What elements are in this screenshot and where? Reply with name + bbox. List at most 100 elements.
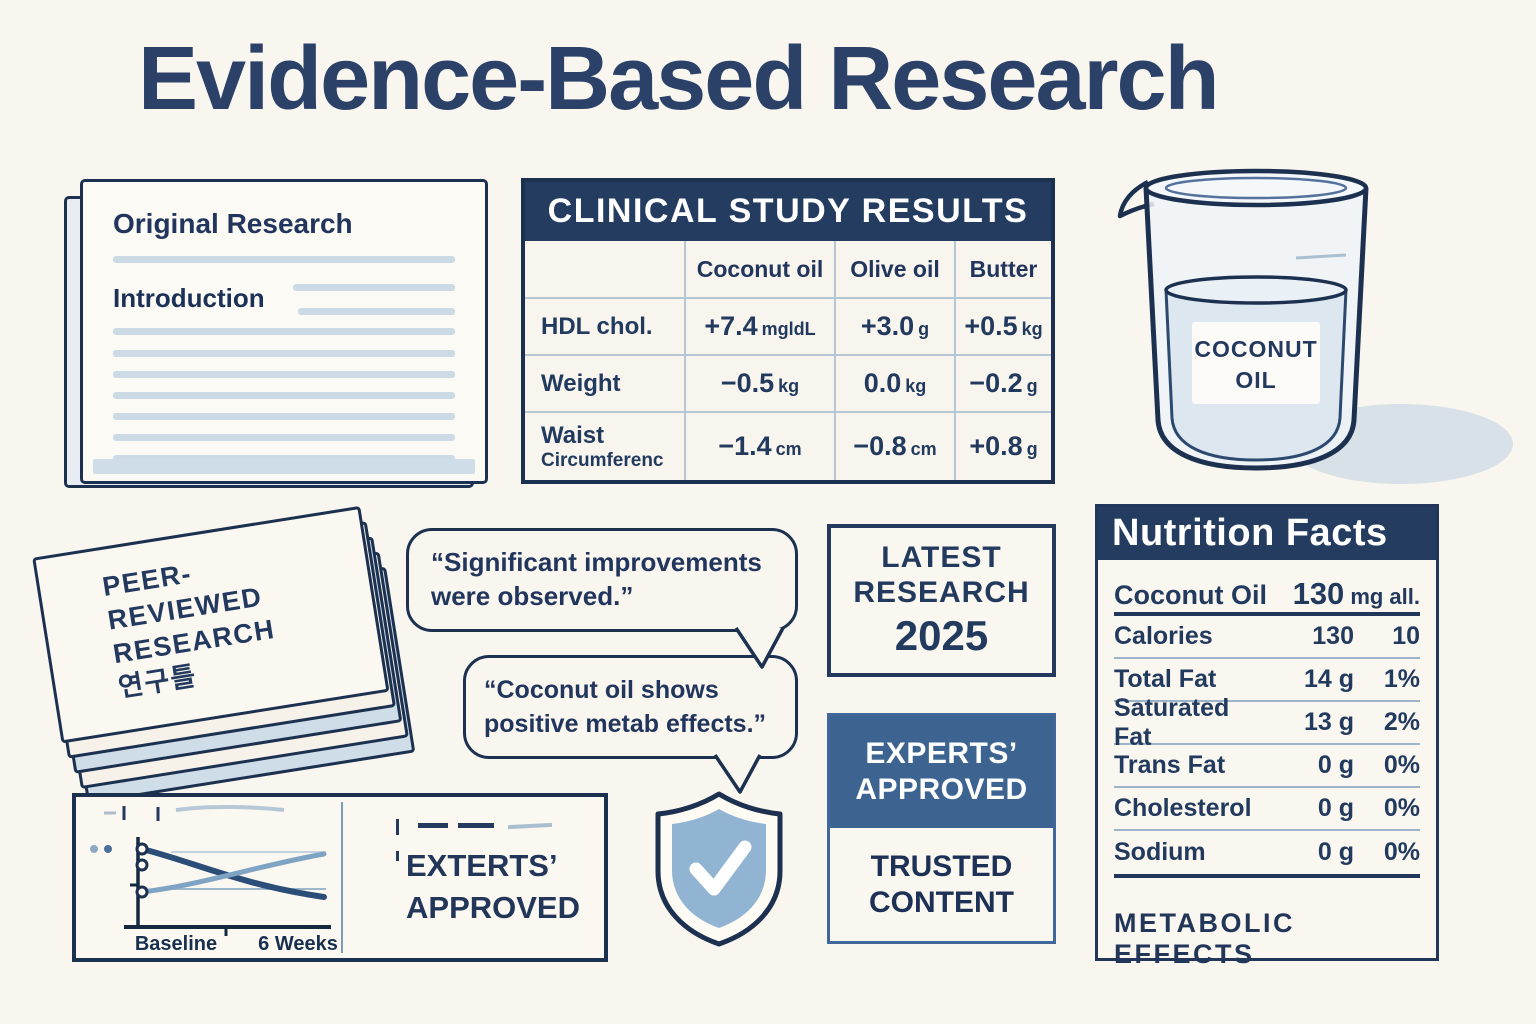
table-cell: +0.5 kg bbox=[954, 297, 1051, 354]
page-title: Evidence-Based Research bbox=[138, 29, 1220, 129]
approval-caption-line2: APPROVED bbox=[406, 889, 580, 925]
approval-caption: EXTERTS’ APPROVED bbox=[406, 845, 580, 929]
nutrition-amount: 130 bbox=[1292, 576, 1345, 611]
nutrition-row: Trans Fat 0 g 0% bbox=[1114, 745, 1420, 788]
column-header-olive-oil: Olive oil bbox=[834, 241, 954, 297]
shield-check-icon bbox=[655, 791, 783, 947]
nutrition-row-value: 13 g bbox=[1303, 708, 1354, 736]
smudge-mark bbox=[396, 851, 399, 861]
nutrition-row-pct: 2% bbox=[1383, 708, 1420, 736]
trusted-content-band: TRUSTED CONTENT bbox=[830, 828, 1053, 941]
scatter-dot bbox=[90, 845, 98, 853]
nutrition-row-value: 0 g bbox=[1317, 794, 1354, 822]
nutrition-amount-unit: mg all. bbox=[1350, 584, 1420, 609]
cell-unit: g bbox=[918, 319, 930, 339]
table-cell: +7.4 mgldL bbox=[684, 297, 834, 354]
approval-panel: Baseline 6 Weeks EXTERTS’ APPROVED bbox=[72, 793, 608, 962]
bubble-tail-icon bbox=[713, 754, 762, 794]
smudge-mark bbox=[507, 822, 553, 830]
shield-inner bbox=[672, 809, 766, 928]
quote-bubble-1: “Significant improvements were observed.… bbox=[406, 528, 798, 632]
row-label-text: Weight bbox=[541, 369, 621, 397]
table-cell: −0.5 kg bbox=[684, 354, 834, 411]
text-line-placeholder bbox=[113, 256, 455, 263]
text-line-placeholder bbox=[113, 392, 455, 399]
row-label-hdl: HDL chol. bbox=[525, 297, 684, 354]
text-line-placeholder bbox=[113, 350, 455, 357]
panel-divider bbox=[341, 802, 343, 953]
cell-unit: kg bbox=[778, 376, 800, 396]
beaker-label-line1: COCONUT bbox=[1194, 336, 1317, 362]
text-line-placeholder bbox=[113, 371, 455, 378]
clinical-table-title: CLINICAL STUDY RESULTS bbox=[525, 182, 1051, 241]
nutrition-row-value: 0 g bbox=[1317, 838, 1354, 866]
column-header-butter: Butter bbox=[954, 241, 1051, 297]
experts-approved-badge: EXPERTS’ APPROVED TRUSTED CONTENT bbox=[827, 713, 1056, 944]
series-start-dot bbox=[135, 858, 149, 872]
nutrition-row-pct: 1% bbox=[1383, 665, 1420, 693]
nutrition-row: Total Fat 14 g 1% bbox=[1114, 659, 1420, 702]
nutrition-row-label: Trans Fat bbox=[1114, 751, 1226, 779]
column-header-coconut-oil: Coconut oil bbox=[684, 241, 834, 297]
cell-value: +3.0 bbox=[860, 311, 915, 341]
quote-bubble-2: “Coconut oil shows positive metab effect… bbox=[463, 655, 798, 759]
latest-research-badge: LATEST RESEARCH 2025 bbox=[827, 524, 1056, 677]
nutrition-subject-row: Coconut Oil 130 mg all. bbox=[1114, 560, 1420, 612]
liquid-surface bbox=[1164, 275, 1348, 305]
rising-series-line bbox=[139, 851, 327, 895]
nutrition-row: Saturated Fat 13 g 2% bbox=[1114, 694, 1420, 751]
cell-unit: g bbox=[1026, 376, 1038, 396]
clinical-study-table: CLINICAL STUDY RESULTS Coconut oil Olive… bbox=[521, 178, 1055, 484]
nutrition-row-pct: 10 bbox=[1392, 622, 1420, 650]
document-card: Original Research Introduction bbox=[80, 179, 488, 484]
cell-value: −0.8 bbox=[853, 431, 907, 461]
nutrition-row-value: 0 g bbox=[1317, 751, 1354, 779]
approval-caption-line1: EXTERTS’ bbox=[406, 848, 558, 883]
nutrition-row-value: 130 bbox=[1312, 622, 1354, 650]
row-label-text: Waist bbox=[541, 421, 605, 449]
nutrition-row-pct: 0% bbox=[1383, 751, 1420, 779]
mini-line-chart: Baseline 6 Weeks bbox=[90, 804, 338, 955]
scatter-dot bbox=[104, 845, 112, 853]
beaker-rim bbox=[1143, 168, 1369, 208]
latest-research-title: LATEST RESEARCH bbox=[853, 541, 1030, 609]
document-title: Original Research bbox=[113, 208, 353, 239]
latest-research-year: 2025 bbox=[894, 612, 989, 659]
page-fold-strip bbox=[93, 459, 475, 474]
bubble-tail-icon bbox=[734, 627, 785, 669]
cell-value: +0.5 bbox=[964, 311, 1018, 341]
beaker-rim-inner bbox=[1164, 176, 1348, 200]
declining-series-line bbox=[139, 846, 327, 900]
nutrition-row-pct: 0% bbox=[1383, 838, 1420, 866]
beaker-label-line2: OIL bbox=[1235, 367, 1276, 393]
nutrition-row-label: Sodium bbox=[1114, 838, 1206, 866]
text-line-placeholder bbox=[113, 413, 455, 420]
table-cell: +3.0 g bbox=[834, 297, 954, 354]
nutrition-row: Cholesterol 0 g 0% bbox=[1114, 788, 1420, 831]
nutrition-row-label: Total Fat bbox=[1114, 665, 1217, 693]
table-cell: +0.8 g bbox=[954, 411, 1051, 480]
checkmark-icon bbox=[689, 840, 752, 896]
beaker-label bbox=[1192, 322, 1320, 404]
nutrition-row-pct: 0% bbox=[1383, 794, 1420, 822]
cell-value: 0.0 bbox=[863, 368, 902, 398]
thick-rule bbox=[1114, 612, 1420, 616]
smudge-mark bbox=[418, 823, 448, 828]
table-cell: 0.0 kg bbox=[834, 354, 954, 411]
text-line-placeholder bbox=[298, 308, 455, 315]
nutrition-facts-panel: Nutrition Facts Coconut Oil 130 mg all. … bbox=[1095, 504, 1439, 969]
cell-value: +0.8 bbox=[969, 431, 1023, 461]
cell-unit: kg bbox=[1021, 319, 1043, 339]
row-label-text: HDL chol. bbox=[541, 312, 653, 340]
text-line-placeholder bbox=[113, 434, 455, 441]
row-label-waist: Waist Circumferenc bbox=[525, 411, 684, 480]
text-line-placeholder bbox=[293, 284, 455, 291]
nutrition-facts-title: Nutrition Facts bbox=[1098, 507, 1436, 560]
nutrition-row-value: 14 g bbox=[1303, 665, 1354, 693]
row-sublabel-text: Circumferenc bbox=[541, 449, 664, 471]
text-line-placeholder bbox=[113, 328, 455, 335]
document-section-heading: Introduction bbox=[113, 283, 265, 313]
beaker-illustration: COCONUT OIL bbox=[1117, 168, 1513, 484]
nutrition-row: Calories 130 10 bbox=[1114, 616, 1420, 659]
